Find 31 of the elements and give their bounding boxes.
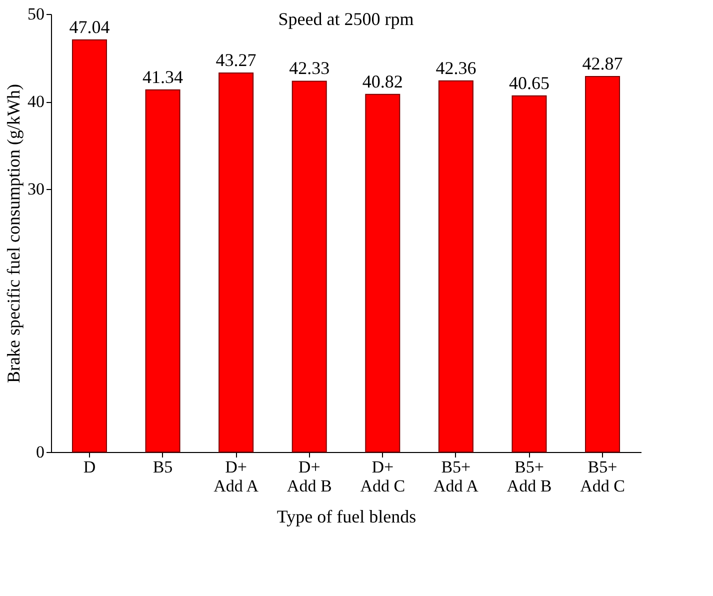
y-tick-label: 40: [28, 92, 44, 112]
data-label: 42.87: [582, 53, 623, 74]
y-tick-label: 30: [28, 180, 44, 199]
x-tick-label: D+ Add A: [214, 458, 260, 496]
bar: [145, 89, 180, 452]
data-label: 42.36: [436, 58, 476, 78]
data-label: 40.82: [362, 71, 403, 92]
y-tick-label: 0: [36, 442, 44, 462]
data-label: 47.04: [69, 16, 110, 37]
x-tick-label: B5+ Add B: [506, 458, 552, 496]
x-tick-label: D: [83, 458, 96, 476]
y-axis-title: Brake specific fuel consumption (g/kWh): [4, 84, 24, 383]
bar: [72, 39, 107, 452]
chart-title: Speed at 2500 rpm: [278, 9, 414, 29]
x-tick-label: B5: [152, 458, 173, 476]
y-tick-label: 50: [28, 4, 44, 24]
data-label: 40.65: [508, 72, 550, 93]
x-tick-label: B5+ Add A: [434, 458, 480, 496]
x-tick-label: D+ Add B: [286, 458, 332, 496]
data-label: 43.27: [216, 50, 256, 70]
x-tick-label: D+ Add C: [360, 458, 406, 496]
bar: [512, 95, 547, 452]
x-tick-label: B5+ Add C: [580, 458, 625, 496]
bar: [438, 80, 474, 452]
bar: [292, 80, 327, 452]
bar: [365, 94, 400, 452]
data-label: 42.33: [289, 58, 330, 78]
bar: [585, 76, 620, 452]
bar: [218, 72, 254, 452]
data-label: 41.34: [142, 66, 184, 87]
x-axis-title: Type of fuel blends: [276, 506, 416, 526]
